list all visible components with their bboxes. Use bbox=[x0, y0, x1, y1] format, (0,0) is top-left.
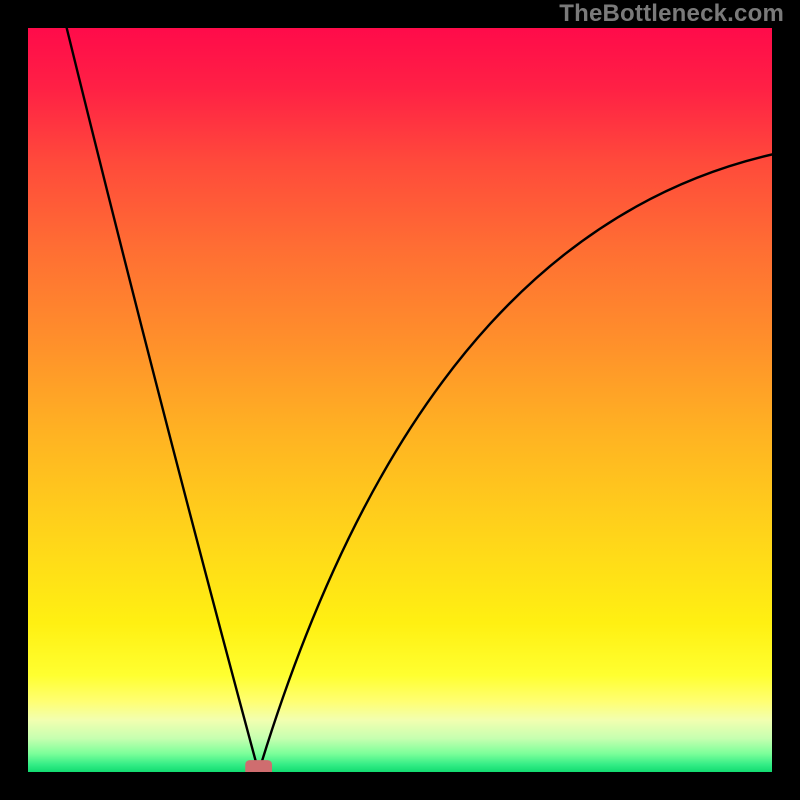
chart-svg bbox=[28, 28, 772, 772]
watermark-text: TheBottleneck.com bbox=[559, 0, 784, 28]
optimum-marker bbox=[245, 760, 272, 772]
gradient-background bbox=[28, 28, 772, 772]
plot-area bbox=[28, 28, 772, 772]
figure: TheBottleneck.com bbox=[0, 0, 800, 800]
